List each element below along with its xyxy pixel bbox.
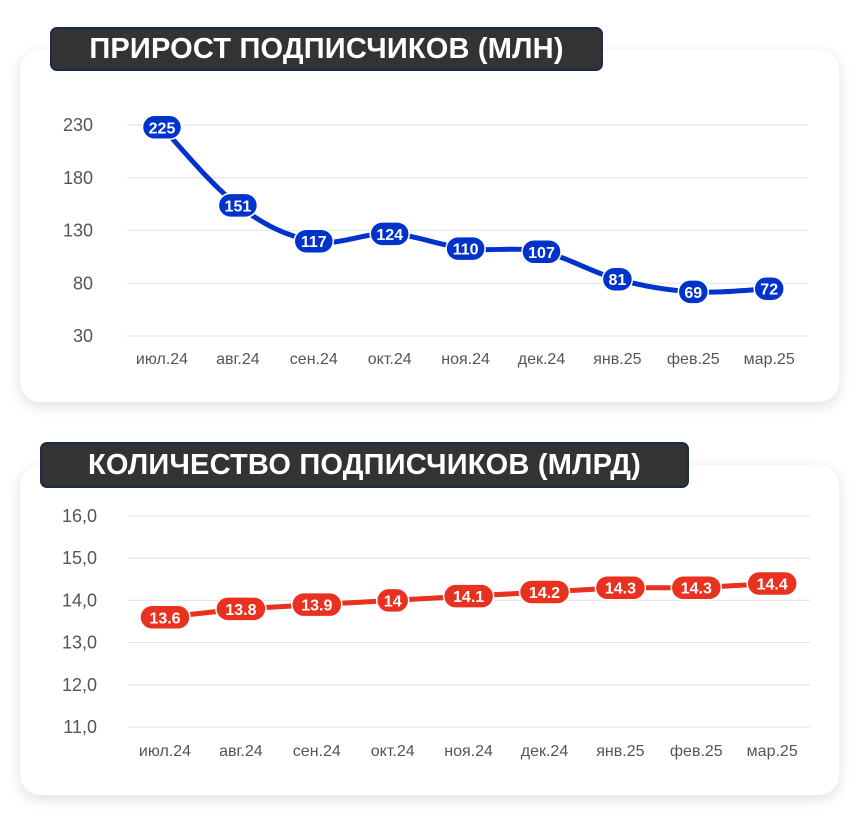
x-axis-tick: дек.24: [521, 743, 569, 760]
x-axis-tick: фев.25: [670, 743, 723, 760]
svg-text:151: 151: [225, 198, 252, 215]
data-point-label: 151: [217, 192, 259, 219]
data-point-label: 81: [601, 266, 634, 292]
y-axis-tick: 230: [63, 115, 93, 135]
y-axis-tick: 130: [63, 221, 93, 241]
data-point-label: 13.6: [139, 604, 191, 631]
x-axis-tick: сен.24: [293, 743, 341, 760]
growth-chart-card: [20, 50, 839, 402]
total-chart-title: КОЛИЧЕСТВО ПОДПИСЧИКОВ (МЛРД): [40, 442, 689, 488]
svg-text:13.9: 13.9: [301, 598, 332, 615]
y-axis-tick: 180: [63, 168, 93, 188]
x-axis-tick: авг.24: [216, 351, 260, 368]
x-axis-tick: авг.24: [219, 743, 263, 760]
data-point-label: 13.9: [291, 591, 343, 618]
x-axis-tick: мар.25: [744, 351, 795, 368]
x-axis-tick: сен.24: [290, 351, 338, 368]
y-axis-tick: 15,0: [62, 548, 97, 568]
data-point-label: 110: [445, 235, 486, 262]
x-axis-tick: янв.25: [596, 743, 644, 760]
x-axis-tick: окт.24: [368, 351, 412, 368]
svg-text:72: 72: [760, 282, 778, 299]
x-axis-tick: июл.24: [136, 351, 188, 368]
svg-text:14.1: 14.1: [453, 589, 484, 606]
svg-text:14.3: 14.3: [681, 581, 712, 598]
data-point-label: 72: [753, 275, 785, 302]
data-point-label: 107: [521, 239, 562, 265]
svg-text:124: 124: [376, 227, 403, 244]
data-point-label: 225: [141, 114, 183, 141]
svg-text:81: 81: [609, 272, 627, 289]
x-axis-tick: мар.25: [747, 743, 798, 760]
data-point-label: 14.3: [670, 574, 723, 601]
y-axis-tick: 30: [73, 326, 93, 346]
y-axis-tick: 13,0: [62, 633, 97, 653]
svg-text:13.6: 13.6: [149, 610, 180, 627]
svg-text:117: 117: [301, 234, 327, 251]
x-axis-tick: янв.25: [593, 351, 641, 368]
x-axis-tick: окт.24: [371, 743, 415, 760]
x-axis-tick: ноя.24: [444, 743, 493, 760]
y-axis-tick: 16,0: [62, 506, 97, 526]
data-point-label: 14.1: [442, 583, 495, 609]
y-axis-tick: 11,0: [63, 717, 97, 737]
x-axis-tick: ноя.24: [441, 351, 490, 368]
svg-text:69: 69: [684, 285, 702, 302]
svg-text:225: 225: [149, 120, 176, 137]
svg-text:110: 110: [453, 242, 479, 259]
svg-text:14: 14: [384, 593, 402, 610]
svg-text:14.4: 14.4: [757, 577, 788, 594]
y-axis-tick: 80: [73, 273, 93, 293]
y-axis-tick: 12,0: [62, 675, 97, 695]
data-point-label: 14.3: [594, 574, 647, 601]
data-point-label: 117: [293, 228, 335, 254]
growth-chart-title: ПРИРОСТ ПОДПИСЧИКОВ (МЛН): [50, 27, 603, 71]
data-point-label: 69: [677, 279, 710, 305]
data-point-label: 13.8: [215, 596, 267, 622]
svg-text:14.3: 14.3: [605, 581, 636, 598]
data-point-label: 14: [375, 587, 410, 614]
svg-text:14.2: 14.2: [529, 585, 560, 602]
x-axis-tick: фев.25: [667, 351, 720, 368]
data-point-label: 14.4: [746, 570, 798, 597]
x-axis-tick: дек.24: [518, 351, 566, 368]
svg-text:107: 107: [528, 245, 555, 262]
y-axis-tick: 14,0: [62, 590, 97, 610]
data-point-label: 124: [369, 221, 410, 247]
svg-text:13.8: 13.8: [225, 602, 256, 619]
data-point-label: 14.2: [518, 579, 571, 605]
x-axis-tick: июл.24: [139, 743, 191, 760]
